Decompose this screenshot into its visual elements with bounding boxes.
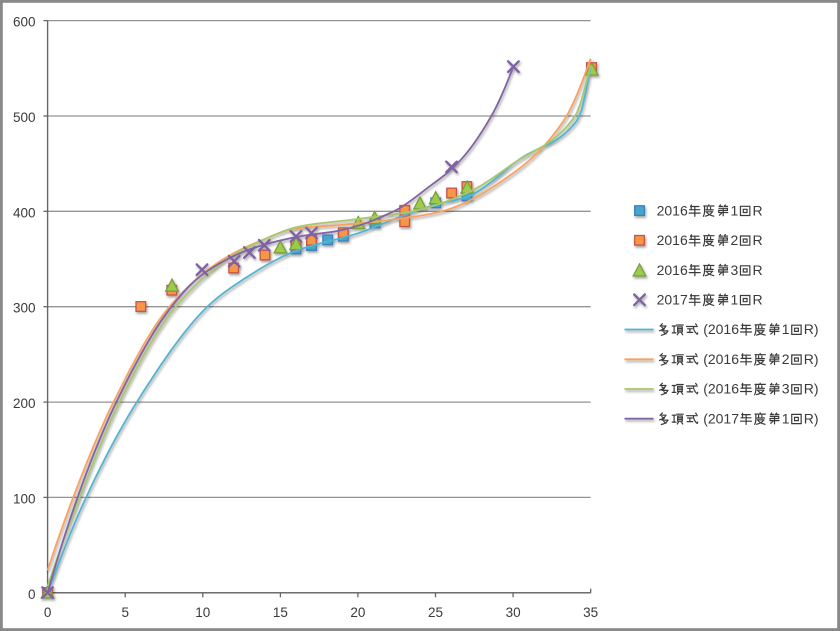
svg-text:R): R) [804,321,819,337]
svg-text:600: 600 [13,15,36,30]
svg-text:(2016: (2016 [703,321,739,337]
svg-text:5: 5 [121,605,129,620]
svg-text:0: 0 [28,587,36,602]
svg-text:1: 1 [782,410,790,426]
svg-text:1: 1 [731,202,739,218]
svg-text:R): R) [804,351,819,367]
svg-text:2016: 2016 [657,232,688,248]
svg-text:(2016: (2016 [703,351,739,367]
svg-text:3: 3 [731,262,739,278]
svg-text:200: 200 [13,396,36,411]
svg-text:2017: 2017 [657,292,688,308]
svg-text:1: 1 [782,321,790,337]
svg-text:25: 25 [428,605,443,620]
svg-text:10: 10 [195,605,210,620]
svg-text:35: 35 [583,605,598,620]
svg-text:2016: 2016 [657,262,688,278]
svg-text:R: R [753,232,763,248]
svg-text:(2016: (2016 [703,381,739,397]
svg-text:R: R [753,262,763,278]
svg-text:2: 2 [782,351,790,367]
svg-text:0: 0 [44,605,52,620]
svg-text:R): R) [804,381,819,397]
svg-text:400: 400 [13,205,36,220]
svg-text:20: 20 [350,605,365,620]
svg-text:500: 500 [13,110,36,125]
svg-text:2: 2 [731,232,739,248]
svg-text:1: 1 [731,292,739,308]
svg-text:15: 15 [273,605,288,620]
svg-text:300: 300 [13,301,36,316]
svg-text:2016: 2016 [657,202,688,218]
svg-text:R: R [753,292,763,308]
svg-text:30: 30 [506,605,521,620]
svg-text:(2017: (2017 [703,410,739,426]
svg-text:R: R [753,202,763,218]
svg-text:100: 100 [13,491,36,506]
svg-text:3: 3 [782,381,790,397]
svg-text:R): R) [804,410,819,426]
